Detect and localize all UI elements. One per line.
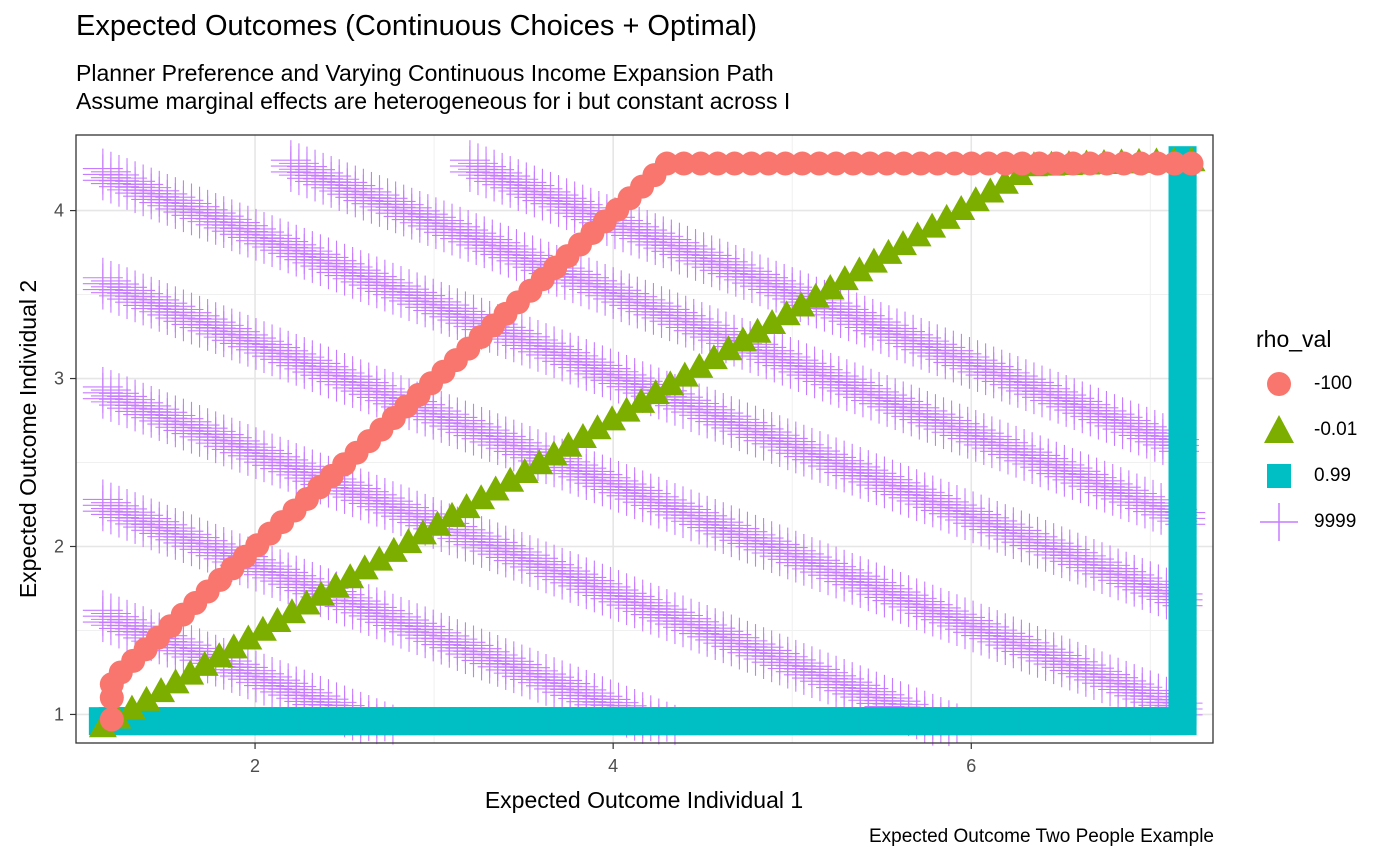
chart-title: Expected Outcomes (Continuous Choices + … xyxy=(76,10,758,42)
chart-marks xyxy=(82,140,1206,747)
chart-subtitle-line-1: Planner Preference and Varying Continuou… xyxy=(76,60,774,86)
chart-subtitle-line-2: Assume marginal effects are heterogeneou… xyxy=(76,88,791,114)
